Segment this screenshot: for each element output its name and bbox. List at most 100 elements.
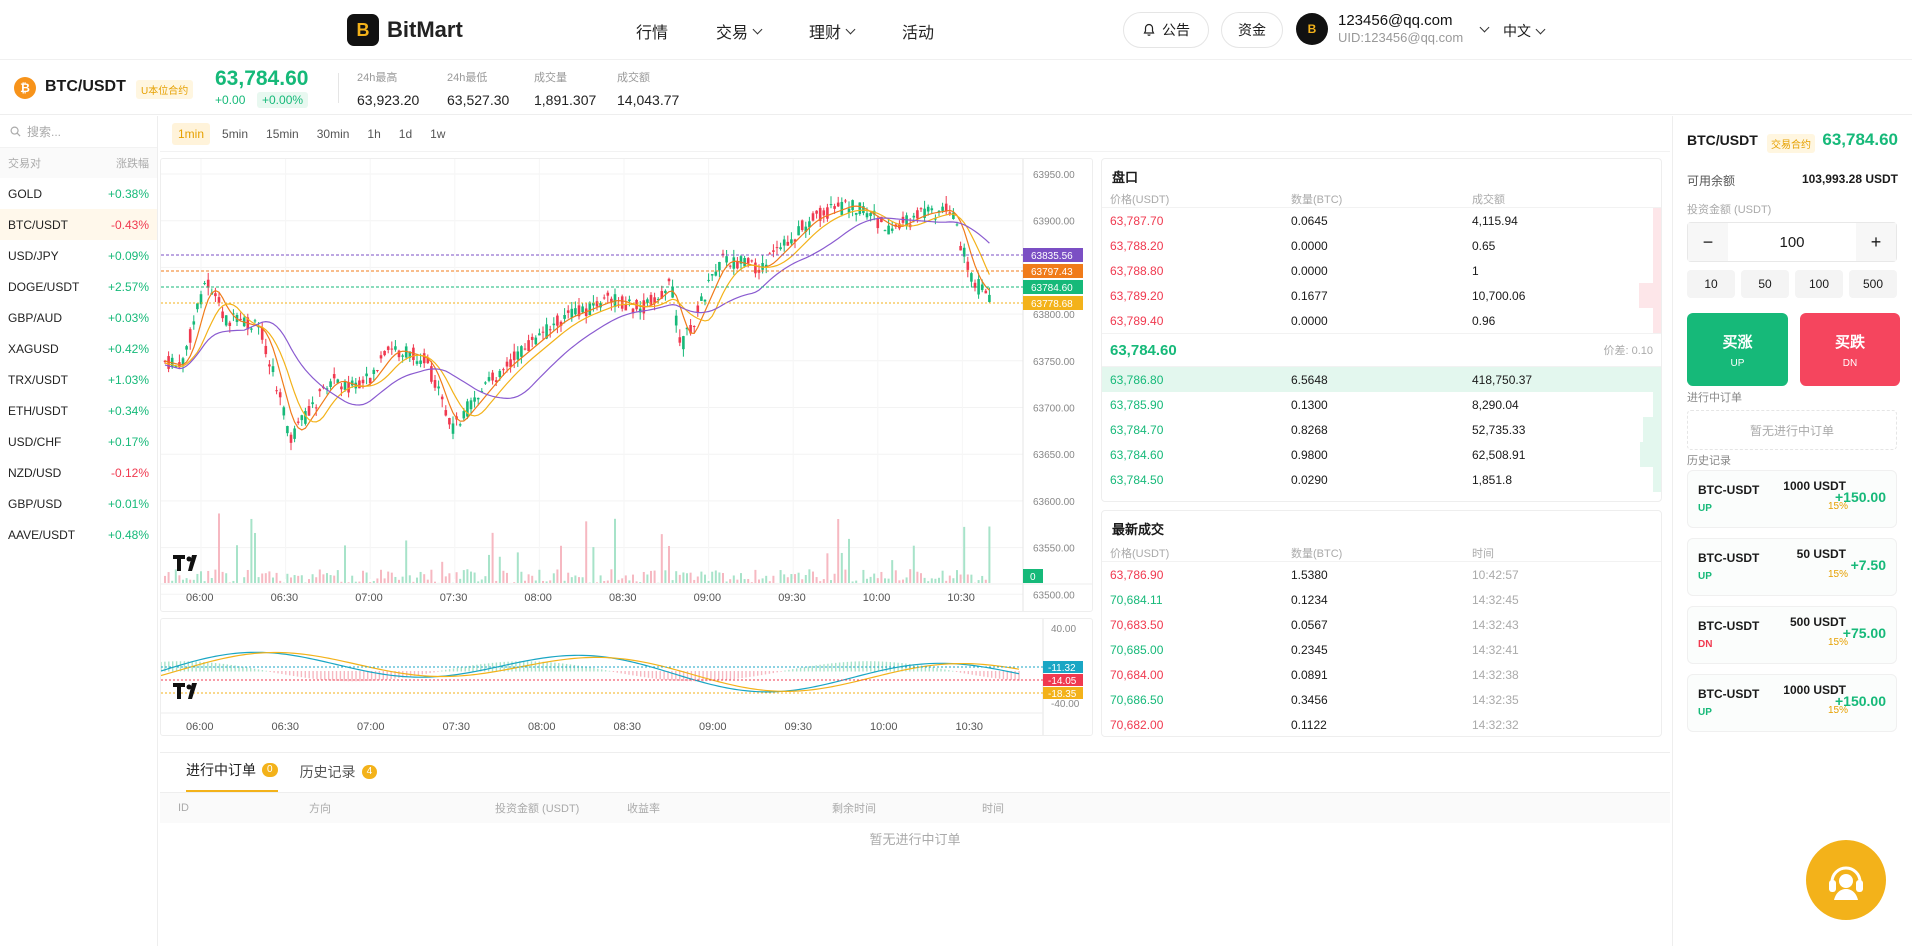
market-item[interactable]: BTC/USDT -0.43% [0, 209, 157, 240]
timeframe-1h[interactable]: 1h [367, 126, 381, 141]
brand-logo[interactable]: B BitMart [347, 14, 463, 46]
histogram-bar [737, 671, 739, 679]
histogram-bar [382, 671, 384, 680]
order-book-row[interactable]: 63,788.20 0.0000 0.65 [1102, 233, 1661, 258]
market-item[interactable]: GBP/AUD +0.03% [0, 302, 157, 333]
orders-empty-state: 暂无进行中订单 [869, 832, 961, 847]
timeframe-5min[interactable]: 5min [222, 126, 249, 141]
histogram-bar [441, 670, 443, 672]
candlestick-chart-panel[interactable]: 63950.0063900.0063850.0063800.0063750.00… [160, 158, 1093, 695]
market-item[interactable]: GBP/USD +0.01% [0, 488, 157, 519]
increase-button[interactable]: + [1856, 223, 1896, 261]
announcement-button[interactable]: 公告 [1123, 12, 1209, 48]
preset-10[interactable]: 10 [1687, 270, 1735, 298]
candle-body [736, 260, 739, 269]
history-card[interactable]: BTC-USDT 1000 USDT UP 15% +150.00 [1687, 470, 1897, 528]
order-book-row[interactable]: 63,786.80 6.5648 418,750.37 [1102, 367, 1661, 392]
order-book-row[interactable]: 63,787.70 0.0645 4,115.94 [1102, 208, 1661, 233]
preset-500[interactable]: 500 [1849, 270, 1897, 298]
market-item[interactable]: AAVE/USDT +0.48% [0, 519, 157, 550]
preset-100[interactable]: 100 [1795, 270, 1843, 298]
candle-body [563, 315, 566, 319]
market-item[interactable]: NZD/USD -0.12% [0, 457, 157, 488]
order-book-row[interactable]: 63,788.80 0.0000 1 [1102, 258, 1661, 283]
market-item[interactable]: TRX/USDT +1.03% [0, 364, 157, 395]
volume-bar [192, 579, 195, 583]
volume-bar [646, 574, 649, 583]
order-book-row[interactable]: 63,785.90 0.1300 8,290.04 [1102, 392, 1661, 417]
histogram-bar [792, 669, 794, 672]
buy-down-button[interactable]: 买跌 DN [1800, 313, 1900, 386]
market-item[interactable]: USD/JPY +0.09% [0, 240, 157, 271]
order-book-row[interactable]: 63,784.60 0.9800 62,508.91 [1102, 442, 1661, 467]
candle-body [703, 299, 707, 302]
market-item[interactable]: USD/CHF +0.17% [0, 426, 157, 457]
order-book-row[interactable]: 63,789.40 0.0000 0.96 [1102, 308, 1661, 333]
language-selector[interactable]: 中文 [1503, 21, 1546, 41]
order-book-row[interactable]: 63,784.50 0.0290 1,851.8 [1102, 467, 1661, 492]
candle-body [768, 253, 772, 255]
timeframe-1w[interactable]: 1w [430, 126, 446, 141]
candle-body [984, 290, 988, 294]
indicator-chart-panel[interactable]: 40.00 -40.00 06:00 06:30 07:00 07:30 08:00 08:3… [160, 618, 1093, 736]
indicator-chart[interactable]: 40.00 -40.00 06:00 06:30 07:00 07:30 08:00 08:3… [160, 619, 1092, 735]
volume-bar [405, 540, 408, 583]
timeframe-1min[interactable]: 1min [172, 122, 211, 145]
amount-input[interactable]: 100 [1779, 233, 1805, 251]
indicator-line [160, 651, 1020, 693]
search-input[interactable]: 搜索... [27, 125, 62, 139]
history-profit: +150.00 [1835, 489, 1886, 505]
nav-item-finance[interactable]: 理财 [809, 19, 856, 43]
volume-bar [372, 580, 375, 583]
candlestick-chart[interactable]: 63950.0063900.0063850.0063800.0063750.00… [161, 159, 1092, 695]
nav-item-trade[interactable]: 交易 [716, 19, 763, 43]
volume-bar [747, 579, 750, 583]
candle-body [815, 210, 818, 214]
user-menu[interactable]: B 123456@qq.com UID:123456@qq.com [1296, 12, 1490, 46]
candle-body [833, 206, 836, 209]
nav-item-market[interactable]: 行情 [636, 19, 668, 43]
volume-bar [902, 579, 904, 583]
price-tag-label: 63835.56 [1031, 251, 1073, 262]
histogram-bar [507, 661, 509, 672]
assets-button[interactable]: 资金 [1221, 12, 1283, 48]
market-item[interactable]: ETH/USDT +0.34% [0, 395, 157, 426]
buy-up-button[interactable]: 买涨 UP [1687, 313, 1788, 386]
trade-time: 14:32:35 [1472, 692, 1519, 707]
tab-active-orders[interactable]: 进行中订单 0 [186, 760, 278, 792]
histogram-bar [815, 665, 817, 672]
market-item[interactable]: DOGE/USDT +2.57% [0, 271, 157, 302]
history-card[interactable]: BTC-USDT 500 USDT DN 15% +75.00 [1687, 606, 1897, 664]
candle-body [440, 396, 444, 400]
price-tag [1023, 296, 1083, 310]
history-card[interactable]: BTC-USDT 50 USDT UP 15% +7.50 [1687, 538, 1897, 596]
candle-body [325, 388, 329, 390]
histogram-bar [218, 663, 221, 672]
order-book-row[interactable]: 63,784.70 0.8268 52,735.33 [1102, 417, 1661, 442]
depth-bar [1591, 367, 1661, 392]
candle-body [458, 424, 462, 426]
volume-bar [448, 573, 451, 583]
candle-body [829, 204, 833, 206]
market-item[interactable]: GOLD +0.38% [0, 178, 157, 209]
order-book-row[interactable]: 63,789.20 0.1677 10,700.06 [1102, 283, 1661, 308]
nav-item-activity[interactable]: 活动 [902, 19, 934, 43]
preset-50[interactable]: 50 [1741, 270, 1789, 298]
timeframe-30min[interactable]: 30min [316, 126, 350, 141]
decrease-button[interactable]: − [1688, 223, 1728, 261]
histogram-bar [745, 671, 747, 678]
histogram-bar [788, 669, 790, 672]
order-total: 62,508.91 [1472, 447, 1526, 462]
market-rows: GOLD +0.38% BTC/USDT -0.43% USD/JPY +0.09% DOG… [0, 178, 157, 550]
market-item[interactable]: XAGUSD +0.42% [0, 333, 157, 364]
x-tick-label: 09:30 [778, 592, 806, 604]
histogram-bar [729, 671, 732, 680]
timeframe-15min[interactable]: 15min [266, 126, 299, 141]
customer-support-button[interactable] [1806, 840, 1886, 920]
market-search[interactable]: 搜索... [0, 116, 157, 148]
orders-table-header: ID 方向 投资金额 (USDT) 收益率 剩余时间 时间 [160, 793, 1670, 823]
tab-order-history[interactable]: 历史记录 4 [300, 762, 378, 792]
timeframe-1d[interactable]: 1d [398, 126, 413, 141]
history-card[interactable]: BTC-USDT 1000 USDT UP 15% +150.00 [1687, 674, 1897, 732]
depth-bar [1652, 392, 1661, 417]
